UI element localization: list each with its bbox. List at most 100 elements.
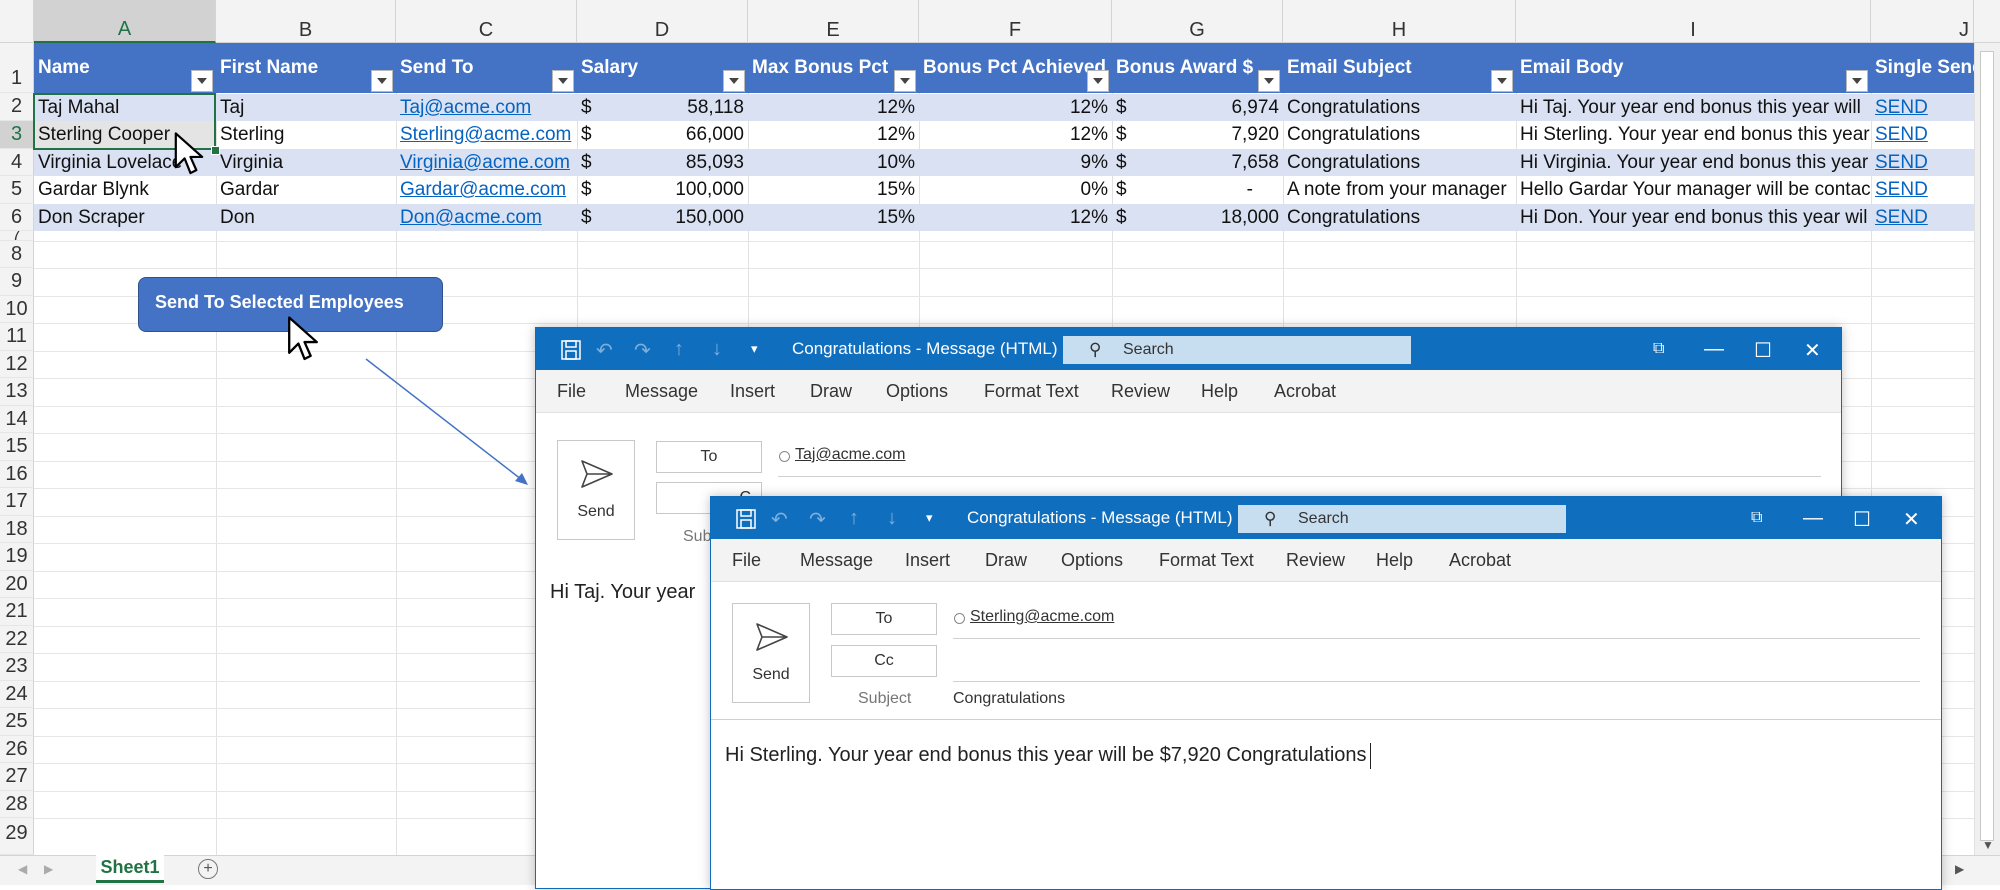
cell-bonus-achieved[interactable]: 0% <box>1080 179 1108 200</box>
row-header-22[interactable]: 22 <box>0 626 34 653</box>
cell-bonus-award[interactable]: 7,658 <box>1231 152 1279 173</box>
cell-bonus-achieved[interactable]: 12% <box>1069 207 1108 228</box>
up-arrow-icon[interactable]: ↑ <box>674 338 684 360</box>
row-header-15[interactable]: 15 <box>0 433 34 461</box>
close-icon[interactable]: ✕ <box>1804 340 1821 362</box>
row-header-5[interactable]: 5 <box>0 176 34 204</box>
cell-email-subject[interactable]: Congratulations <box>1287 152 1421 173</box>
to-button[interactable]: To <box>831 603 937 635</box>
cell-email-subject[interactable]: A note from your manager <box>1287 179 1507 200</box>
cell-send-to-link[interactable]: Sterling@acme.com <box>400 124 572 145</box>
cell-salary[interactable]: 58,118 <box>687 97 744 118</box>
subject-field[interactable]: Congratulations <box>953 690 1066 707</box>
cell-bonus-achieved[interactable]: 9% <box>1080 152 1108 173</box>
header-bonus-award[interactable]: Bonus Award $ <box>1116 57 1254 78</box>
title-bar[interactable]: ↶ ↷ ↑ ↓ ▾ Congratulations - Message (HTM… <box>711 497 1941 539</box>
row-header-14[interactable]: 14 <box>0 406 34 433</box>
header-salary[interactable]: Salary <box>581 57 639 78</box>
cell-bonus-achieved[interactable]: 12% <box>1069 97 1108 118</box>
cell-bonus-award[interactable]: 7,920 <box>1231 124 1279 145</box>
filter-dropdown-icon[interactable] <box>1491 70 1513 92</box>
undo-icon[interactable]: ↶ <box>596 340 613 362</box>
cell-salary[interactable]: 150,000 <box>675 207 744 228</box>
message-body[interactable]: Hi Sterling. Your year end bonus this ye… <box>725 744 1367 766</box>
up-arrow-icon[interactable]: ↑ <box>849 507 859 529</box>
sheet-tab-sheet1[interactable]: Sheet1 <box>96 855 164 883</box>
add-sheet-icon[interactable]: + <box>198 859 218 879</box>
row-header-28[interactable]: 28 <box>0 791 34 818</box>
row-header-18[interactable]: 18 <box>0 516 34 543</box>
search-box[interactable]: ⚲ Search <box>1238 505 1566 533</box>
redo-icon[interactable]: ↷ <box>809 509 826 531</box>
cell-email-body[interactable]: Hi Virginia. Your year end bonus this ye… <box>1520 152 1869 173</box>
undo-icon[interactable]: ↶ <box>771 509 788 531</box>
vertical-scrollbar[interactable]: ▼ <box>1974 43 2000 855</box>
tab-format-text[interactable]: Format Text <box>1159 550 1254 570</box>
fill-handle[interactable] <box>211 146 220 155</box>
cell-name-active[interactable]: Sterling Cooper <box>34 121 216 148</box>
cell-email-body[interactable]: Hi Don. Your year end bonus this year wi… <box>1520 207 1868 228</box>
header-email-body[interactable]: Email Body <box>1520 57 1624 78</box>
cell-bonus-award[interactable]: 6,974 <box>1231 97 1279 118</box>
send-link[interactable]: SEND <box>1875 179 1928 200</box>
filter-dropdown-icon[interactable] <box>1258 70 1280 92</box>
row-header-11[interactable]: 11 <box>0 323 34 351</box>
row-header-23[interactable]: 23 <box>0 653 34 681</box>
cell-first-name[interactable]: Sterling <box>220 124 285 145</box>
cell-name[interactable]: Don Scraper <box>38 207 145 228</box>
header-max-bonus-pct[interactable]: Max Bonus Pct <box>752 57 889 78</box>
cell-name[interactable]: Gardar Blynk <box>38 179 149 200</box>
cell-salary[interactable]: 85,093 <box>685 152 744 173</box>
customize-toolbar-icon[interactable]: ▾ <box>751 341 758 356</box>
cell-first-name[interactable]: Taj <box>220 97 245 118</box>
cell-email-subject[interactable]: Congratulations <box>1287 124 1421 145</box>
ribbon-display-icon[interactable]: ⧉ <box>1653 340 1665 357</box>
tab-message[interactable]: Message <box>625 381 699 401</box>
row-header-12[interactable]: 12 <box>0 351 34 378</box>
column-header-j[interactable]: J <box>1871 0 1974 43</box>
to-recipient[interactable]: Sterling@acme.com <box>970 608 1115 625</box>
save-icon[interactable] <box>560 339 582 361</box>
row-header-29[interactable]: 29 <box>0 818 34 855</box>
tab-help[interactable]: Help <box>1201 381 1239 401</box>
tab-acrobat[interactable]: Acrobat <box>1449 550 1512 570</box>
header-email-subject[interactable]: Email Subject <box>1287 57 1412 78</box>
tab-message[interactable]: Message <box>800 550 874 570</box>
row-header-1[interactable]: 1 <box>0 43 34 93</box>
filter-dropdown-icon[interactable] <box>552 70 574 92</box>
send-button[interactable]: Send <box>732 603 810 703</box>
sheet-nav-next-icon[interactable]: ▶ <box>44 862 54 876</box>
header-first-name[interactable]: First Name <box>220 57 319 78</box>
cell-email-subject[interactable]: Congratulations <box>1287 207 1421 228</box>
cell-max-bonus[interactable]: 10% <box>876 152 915 173</box>
row-header-6[interactable]: 6 <box>0 204 34 231</box>
to-recipient[interactable]: Taj@acme.com <box>795 446 906 463</box>
header-name[interactable]: Name <box>38 57 90 78</box>
search-box[interactable]: ⚲ Search <box>1063 336 1411 364</box>
row-header-20[interactable]: 20 <box>0 571 34 598</box>
ribbon-display-icon[interactable]: ⧉ <box>1751 509 1763 526</box>
cell-max-bonus[interactable]: 12% <box>876 124 915 145</box>
row-header-21[interactable]: 21 <box>0 598 34 626</box>
send-button[interactable]: Send <box>557 440 635 540</box>
sheet-nav-prev-icon[interactable]: ◀ <box>18 862 28 876</box>
filter-dropdown-icon[interactable] <box>1846 70 1868 92</box>
maximize-icon[interactable]: ☐ <box>1754 340 1772 362</box>
cell-salary[interactable]: 66,000 <box>685 124 744 145</box>
cc-button[interactable]: C <box>656 482 762 514</box>
scroll-down-arrow-icon[interactable]: ▼ <box>1982 838 1994 852</box>
cell-email-body[interactable]: Hi Taj. Your year end bonus this year wi… <box>1520 97 1861 118</box>
cell-name[interactable]: Taj Mahal <box>38 97 120 118</box>
send-link[interactable]: SEND <box>1875 97 1928 118</box>
filter-dropdown-icon[interactable] <box>371 70 393 92</box>
tab-insert[interactable]: Insert <box>730 381 776 401</box>
cell-max-bonus[interactable]: 12% <box>876 97 915 118</box>
maximize-icon[interactable]: ☐ <box>1853 509 1871 531</box>
row-header-4[interactable]: 4 <box>0 149 34 176</box>
tab-options[interactable]: Options <box>1061 550 1124 570</box>
select-all-corner[interactable] <box>0 0 34 43</box>
down-arrow-icon[interactable]: ↓ <box>712 338 722 360</box>
cell-name[interactable]: Virginia Lovelace <box>38 152 183 173</box>
cell-max-bonus[interactable]: 15% <box>876 179 915 200</box>
to-button[interactable]: To <box>656 441 762 473</box>
